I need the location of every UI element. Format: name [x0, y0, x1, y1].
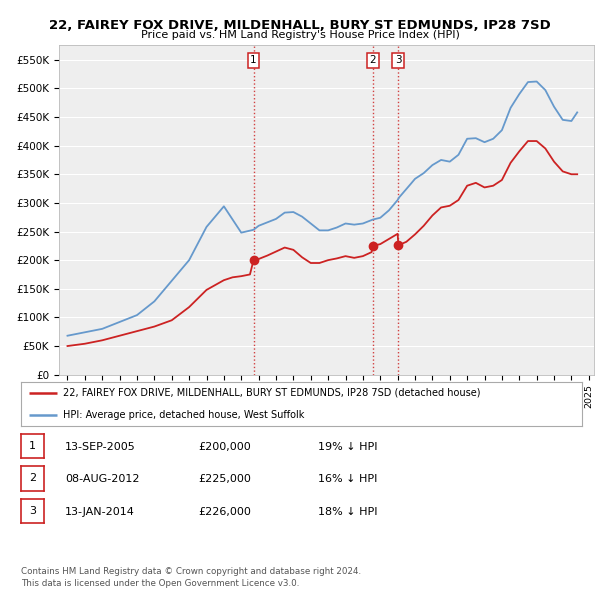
Text: £200,000: £200,000	[198, 442, 251, 451]
Text: 08-AUG-2012: 08-AUG-2012	[65, 474, 139, 484]
Text: 1: 1	[29, 441, 36, 451]
Text: 1: 1	[250, 55, 257, 65]
Text: 3: 3	[395, 55, 401, 65]
Text: Price paid vs. HM Land Registry's House Price Index (HPI): Price paid vs. HM Land Registry's House …	[140, 30, 460, 40]
Text: 18% ↓ HPI: 18% ↓ HPI	[318, 507, 377, 516]
Text: 3: 3	[29, 506, 36, 516]
Text: 22, FAIREY FOX DRIVE, MILDENHALL, BURY ST EDMUNDS, IP28 7SD: 22, FAIREY FOX DRIVE, MILDENHALL, BURY S…	[49, 19, 551, 32]
Text: 16% ↓ HPI: 16% ↓ HPI	[318, 474, 377, 484]
Text: 13-SEP-2005: 13-SEP-2005	[65, 442, 136, 451]
Text: £225,000: £225,000	[198, 474, 251, 484]
Text: 2: 2	[29, 474, 36, 483]
Text: 22, FAIREY FOX DRIVE, MILDENHALL, BURY ST EDMUNDS, IP28 7SD (detached house): 22, FAIREY FOX DRIVE, MILDENHALL, BURY S…	[63, 388, 481, 398]
Text: 2: 2	[370, 55, 376, 65]
Text: 13-JAN-2014: 13-JAN-2014	[65, 507, 134, 516]
Text: Contains HM Land Registry data © Crown copyright and database right 2024.
This d: Contains HM Land Registry data © Crown c…	[21, 568, 361, 588]
Text: 19% ↓ HPI: 19% ↓ HPI	[318, 442, 377, 451]
Text: HPI: Average price, detached house, West Suffolk: HPI: Average price, detached house, West…	[63, 410, 304, 420]
Text: £226,000: £226,000	[198, 507, 251, 516]
